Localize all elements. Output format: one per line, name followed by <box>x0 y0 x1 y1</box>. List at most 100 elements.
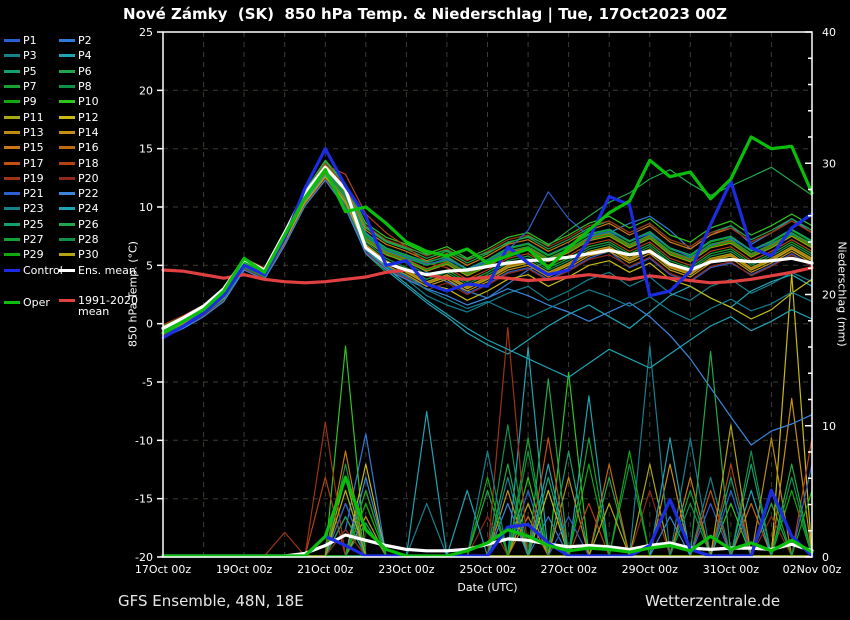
legend-item-p9: P9 <box>4 94 63 109</box>
legend-item-p19: P19 <box>4 171 63 186</box>
legend-swatch-icon <box>59 115 75 119</box>
legend-swatch-icon <box>59 192 75 196</box>
legend-swatch-icon <box>59 176 75 180</box>
legend-swatch-icon <box>59 39 75 43</box>
legend-item-p8: P8 <box>59 79 138 94</box>
temp-axis-label: 850 hPa Temp. (°C) <box>126 241 140 347</box>
legend-item-control: Control <box>4 262 63 277</box>
legend-label: P8 <box>78 80 92 94</box>
legend-swatch-icon <box>59 54 75 58</box>
legend-label: P15 <box>23 141 44 155</box>
legend-swatch-icon <box>4 176 20 180</box>
legend-swatch-icon <box>4 238 20 241</box>
legend-label: P1 <box>23 34 37 48</box>
temp-tick-label: 15 <box>139 143 153 156</box>
legend-swatch-icon <box>59 268 75 272</box>
x-axis-label: Date (UTC) <box>457 581 518 594</box>
legend-label: P26 <box>78 217 99 231</box>
legend-item-p25: P25 <box>4 217 63 232</box>
legend-item-p30: P30 <box>59 247 138 262</box>
date-tick-label: 02Nov 00z <box>783 563 842 576</box>
legend-label: P18 <box>78 156 99 170</box>
legend-item-p11: P11 <box>4 109 63 124</box>
legend-label: P21 <box>23 187 44 201</box>
date-tick-label: 21Oct 00z <box>297 563 354 576</box>
legend-label: P25 <box>23 217 44 231</box>
legend-swatch-icon <box>4 207 20 211</box>
oper-temp-line <box>161 135 814 335</box>
legend-swatch-icon <box>4 146 20 150</box>
legend-label: Oper <box>23 295 50 309</box>
legend-item-p5: P5 <box>4 64 63 79</box>
legend-label: P27 <box>23 233 44 246</box>
legend-label: P14 <box>78 125 99 139</box>
legend-item-oper: Oper <box>4 295 63 310</box>
legend-swatch-icon <box>59 69 75 73</box>
legend-label: P30 <box>78 248 99 262</box>
climate-mean-temp-line <box>161 266 814 285</box>
precip-tick-label: 40 <box>822 26 836 39</box>
legend-swatch-icon <box>4 130 20 134</box>
legend-item-ens-mean: Ens. mean <box>59 262 138 277</box>
temp-tick-label: 5 <box>146 259 153 272</box>
legend-swatch-icon <box>59 85 75 89</box>
date-tick-label: 25Oct 00z <box>459 563 516 576</box>
legend-item-p24: P24 <box>59 201 138 216</box>
oper-precip-line <box>161 475 814 558</box>
legend-item-p22: P22 <box>59 186 138 201</box>
temp-tick-label: 0 <box>146 318 153 331</box>
legend-item-p14: P14 <box>59 125 138 140</box>
footer-brand: Wetterzentrale.de <box>645 592 781 610</box>
precip-tick-label: 20 <box>822 289 836 302</box>
legend-swatch-icon <box>4 222 20 226</box>
legend-item-p15: P15 <box>4 140 63 155</box>
temp-tick-label: -10 <box>135 434 153 447</box>
member-precip-line-P19 <box>162 327 813 557</box>
legend-item-p3: P3 <box>4 48 63 63</box>
legend-label: P10 <box>78 95 99 109</box>
legend-item-p28: P28 <box>59 232 138 247</box>
temp-tick-label: 20 <box>139 84 153 97</box>
legend-swatch-icon <box>4 39 20 43</box>
member-temp-line-P22 <box>162 179 813 446</box>
legend-item-p1: P1 <box>4 33 63 48</box>
page-title: Nové Zámky (SK) 850 hPa Temp. & Niedersc… <box>123 5 727 23</box>
legend-swatch-icon <box>59 161 75 165</box>
legend-label: P12 <box>78 110 99 124</box>
date-tick-label: 31Oct 00z <box>703 563 760 576</box>
legend-swatch-icon <box>59 207 75 211</box>
legend-label: P24 <box>78 202 99 216</box>
date-tick-label: 29Oct 00z <box>622 563 679 576</box>
legend-swatch-icon <box>4 192 20 196</box>
precip-tick-label: 0 <box>822 551 829 564</box>
legend-item-p23: P23 <box>4 201 63 216</box>
legend-column-2: P2 P4 P6 P8 P10 P12 P14 P16 P18 P20 P22 P24 P26 P28 P3… <box>59 33 138 318</box>
footer-model-info: GFS Ensemble, 48N, 18E <box>118 592 304 610</box>
legend-label: P29 <box>23 248 44 262</box>
legend-item-p16: P16 <box>59 140 138 155</box>
legend-swatch-icon <box>4 161 20 165</box>
precip-tick-label: 10 <box>822 420 836 433</box>
legend-label: P7 <box>23 80 37 94</box>
legend-item-p27: P27 <box>4 232 63 247</box>
legend-item-p18: P18 <box>59 155 138 170</box>
legend-swatch-icon <box>4 268 20 272</box>
legend-label: P13 <box>23 125 44 139</box>
date-tick-label: 19Oct 00z <box>216 563 273 576</box>
legend-label: P3 <box>23 49 37 63</box>
legend-swatch-icon <box>4 85 20 89</box>
legend-label: P19 <box>23 171 44 185</box>
temp-tick-label: -5 <box>142 376 153 389</box>
legend-item-p20: P20 <box>59 171 138 186</box>
legend-label: P16 <box>78 141 99 155</box>
legend-item-p21: P21 <box>4 186 63 201</box>
legend-label: 1991-2020 mean <box>78 293 138 319</box>
legend-label: P20 <box>78 171 99 185</box>
legend-item-p17: P17 <box>4 155 63 170</box>
legend-item-p29: P29 <box>4 247 63 262</box>
legend-item-p2: P2 <box>59 33 138 48</box>
legend-swatch-icon <box>59 146 75 150</box>
legend-swatch-icon <box>4 100 20 104</box>
